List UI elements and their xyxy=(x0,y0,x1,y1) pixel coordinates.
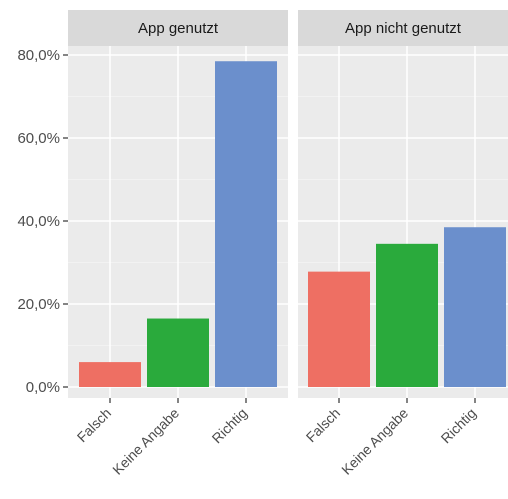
y-tick-label: 80,0% xyxy=(17,47,60,64)
x-tick-label: Keine Angabe xyxy=(109,405,182,478)
x-tick-label: Richtig xyxy=(209,405,251,447)
bar-falsch xyxy=(308,271,370,387)
panel-2-strip xyxy=(298,10,508,46)
panel-2-bars xyxy=(308,227,506,387)
y-axis: 0,0% 20,0% 40,0% 60,0% 80,0% xyxy=(17,47,68,396)
x-tick-label: Falsch xyxy=(74,405,114,445)
panel-1: App genutzt xyxy=(68,10,288,398)
y-tick-label: 20,0% xyxy=(17,296,60,313)
panel-1-strip xyxy=(68,10,288,46)
x-tick-label: Richtig xyxy=(438,405,480,447)
panel-1-bars xyxy=(79,61,277,387)
y-tick-label: 0,0% xyxy=(26,379,60,396)
y-tick-label: 40,0% xyxy=(17,213,60,230)
y-tick-label: 60,0% xyxy=(17,130,60,147)
bar-falsch xyxy=(79,362,141,387)
bar-richtig xyxy=(215,61,277,387)
bar-keine-angabe xyxy=(147,318,209,387)
panel-2-title: App nicht genutzt xyxy=(345,20,462,37)
x-tick-label: Falsch xyxy=(303,405,343,445)
panel-2: App nicht genutzt xyxy=(298,10,508,398)
x-tick-label: Keine Angabe xyxy=(338,405,411,478)
bar-keine-angabe xyxy=(376,243,438,387)
panel-1-title: App genutzt xyxy=(138,20,219,37)
bar-richtig xyxy=(444,227,506,387)
